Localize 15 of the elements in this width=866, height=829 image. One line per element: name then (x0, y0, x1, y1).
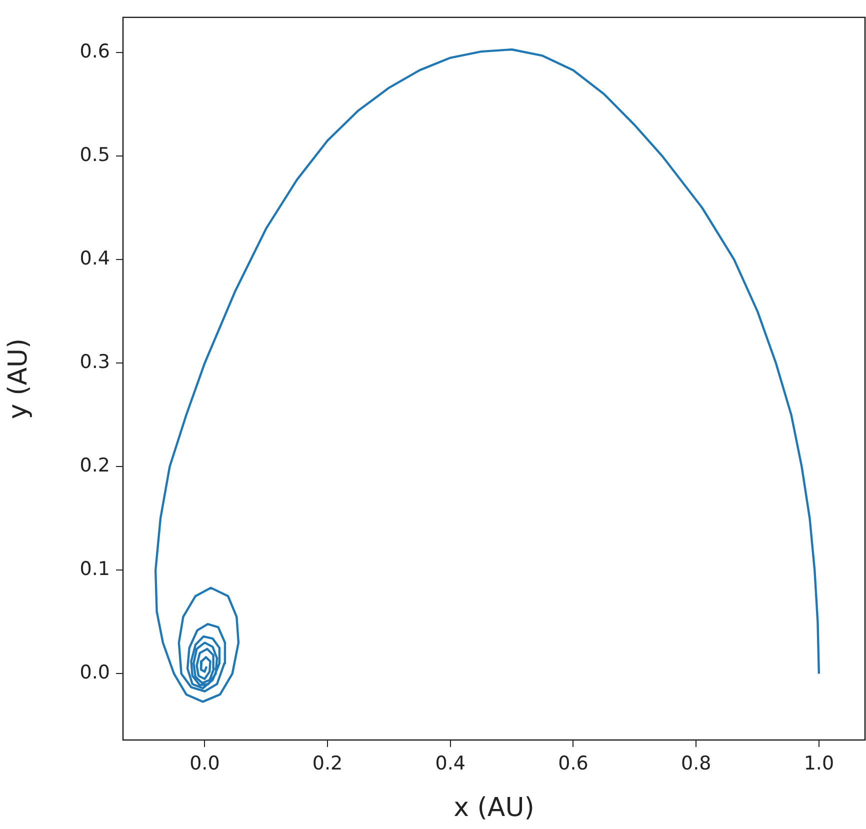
x-tick-label: 0.8 (680, 752, 712, 774)
y-tick-label: 0.1 (80, 558, 110, 580)
x-tick-label: 0.2 (312, 752, 343, 774)
y-tick-label: 0.3 (80, 351, 110, 374)
y-tick-label: 0.4 (80, 248, 110, 270)
y-axis-title: y (AU) (3, 338, 34, 420)
y-tick-label: 0.5 (80, 144, 110, 166)
x-axis-title: x (AU) (454, 793, 534, 824)
y-tick-label: 0.0 (80, 662, 110, 684)
y-tick-label: 0.2 (80, 454, 110, 477)
x-tick-label: 1.0 (804, 752, 834, 774)
x-tick-label: 0.6 (558, 752, 588, 774)
x-tick-label: 0.0 (190, 752, 220, 774)
y-tick-label: 0.6 (80, 40, 110, 63)
x-tick-label: 0.4 (435, 752, 466, 774)
